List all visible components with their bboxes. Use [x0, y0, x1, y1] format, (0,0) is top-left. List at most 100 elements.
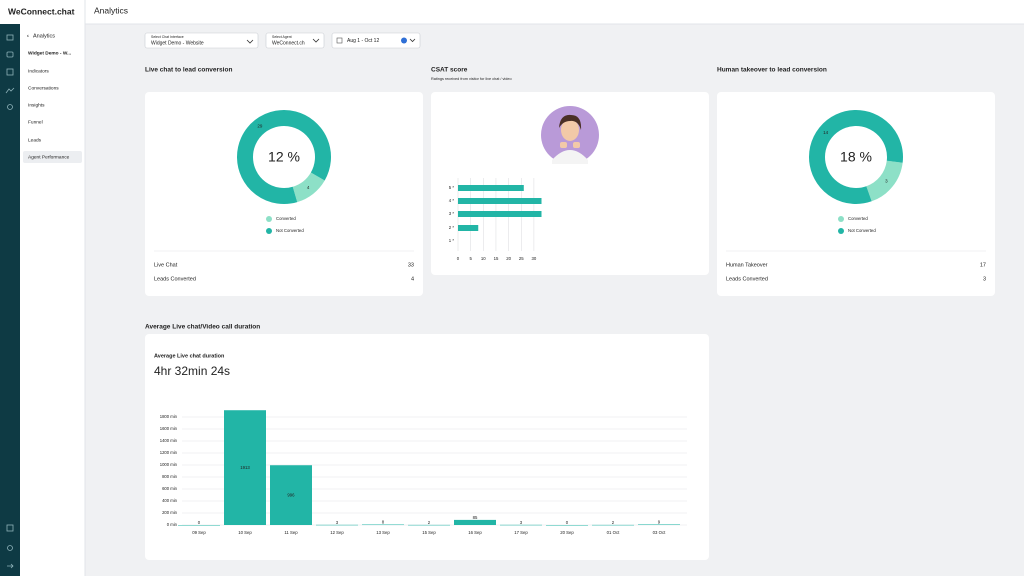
data-label: 85 [473, 515, 478, 520]
stat-value: 17 [980, 262, 986, 268]
donut-segment [865, 160, 903, 202]
card-title: Live chat to lead conversion [145, 67, 232, 74]
clear-button[interactable] [401, 37, 407, 44]
x-tick-label: 03 Oct [653, 530, 666, 535]
data-label: 2 [612, 520, 615, 525]
nav-item[interactable]: Indicators [28, 68, 49, 74]
filter-box [144, 32, 259, 49]
stat-label: Human Takeover [726, 262, 768, 268]
nav-active-bg [23, 151, 82, 163]
filter-label: Select Chat Interface [151, 35, 184, 39]
stat-label: Leads Converted [154, 276, 196, 282]
filter-agent[interactable]: Select Agent WeConnect.ch [265, 32, 325, 49]
x-tick-label: 12 Sep [330, 530, 344, 535]
x-tick-label: 25 [519, 256, 524, 261]
bar [458, 225, 479, 231]
bar [224, 410, 266, 525]
nav: Widget Demo - W... Indicators Conversation… [23, 50, 82, 163]
nav-item[interactable]: Leads [28, 137, 42, 143]
bar [638, 524, 680, 525]
stat-label: Leads Converted [726, 276, 768, 282]
filter-box [331, 32, 421, 49]
nav-item[interactable]: Agent Performance [28, 154, 70, 160]
bar [500, 524, 542, 526]
page-title: Analytics [94, 5, 128, 15]
topbar [0, 0, 1024, 24]
y-tick-label: 1400 min [160, 438, 178, 443]
x-tick-label: 15 Sep [422, 530, 436, 535]
legend-swatch [838, 216, 844, 222]
y-tick-label: 1200 min [160, 450, 178, 455]
legend-label: Not Converted [848, 228, 876, 233]
data-label: 3 [336, 520, 339, 525]
x-tick-label: 20 [506, 256, 511, 261]
y-tick-label: 1600 min [160, 426, 178, 431]
x-tick-label: 30 [532, 256, 537, 261]
card-title: CSAT score [431, 67, 468, 74]
x-tick-label: 10 [481, 256, 486, 261]
stat-label: Live Chat [154, 262, 178, 268]
data-label: 3 [885, 179, 888, 184]
nav-back[interactable]: Analytics [33, 33, 55, 39]
data-label: 996 [287, 492, 295, 497]
nav-item[interactable]: Funnel [28, 119, 43, 125]
legend-label: Not Converted [276, 228, 304, 233]
filter-value: Aug 1 - Oct 12 [347, 38, 379, 44]
card-title: Human takeover to lead conversion [717, 67, 827, 74]
y-tick-label: 5 * [449, 185, 455, 190]
chevron [312, 38, 320, 43]
y-tick-label: 1000 min [160, 462, 178, 467]
center-label: 18 % [840, 149, 872, 165]
summary-value: 4hr 32min 24s [154, 364, 230, 378]
donut-segment [237, 110, 331, 204]
bar [362, 524, 404, 526]
x-tick-label: 20 Sep [560, 530, 574, 535]
filter-date[interactable]: Aug 1 - Oct 12 [331, 32, 421, 49]
nav-item[interactable]: Widget Demo - W... [28, 50, 71, 56]
legend-swatch [838, 228, 844, 234]
icon-rail [0, 24, 20, 576]
x-tick-label: 5 [469, 256, 472, 261]
nav-item[interactable]: Conversations [28, 85, 59, 91]
x-tick-label: 11 Sep [284, 530, 298, 535]
y-tick-label: 4 * [449, 198, 455, 203]
data-label: 3 [520, 520, 523, 525]
x-tick-label: 01 Oct [607, 530, 620, 535]
y-tick-label: 0 min [167, 522, 178, 527]
legend-label: Converted [848, 216, 868, 221]
stat-value: 4 [411, 276, 414, 282]
bar [458, 211, 542, 217]
x-tick-label: 17 Sep [514, 530, 528, 535]
sidebar [20, 24, 85, 576]
legend-label: Converted [276, 216, 296, 221]
x-tick-label: 09 Sep [192, 530, 206, 535]
bar [458, 198, 542, 204]
avatar [541, 106, 599, 164]
bar [270, 465, 312, 525]
donut-segment [809, 110, 903, 204]
donut-segment [292, 172, 325, 203]
y-tick-label: 3 * [449, 211, 455, 216]
data-label: 2 [428, 520, 431, 525]
bar [178, 525, 220, 526]
y-tick-label: 600 min [162, 486, 178, 491]
y-tick-label: 1800 min [160, 414, 178, 419]
filter-box [265, 32, 325, 49]
nav-item[interactable]: Insights [28, 102, 45, 108]
bar [408, 524, 450, 526]
data-label: 29 [257, 124, 263, 129]
card-title: Average Live chat/Video call duration [145, 324, 260, 331]
filter-label: Select Agent [272, 35, 292, 39]
nav-back-arrow[interactable]: ‹ [27, 33, 29, 39]
center-label: 12 % [268, 149, 300, 165]
filter-interface[interactable]: Select Chat Interface Widget Demo - Webs… [144, 32, 259, 49]
y-tick-label: 400 min [162, 498, 178, 503]
x-tick-label: 16 Sep [468, 530, 482, 535]
y-tick-label: 2 * [449, 225, 455, 230]
legend-swatch [266, 228, 272, 234]
x-tick-label: 10 Sep [238, 530, 252, 535]
filter-value: Widget Demo - Website [151, 40, 204, 46]
card-subtitle: Ratings received from visitor for live c… [431, 77, 512, 81]
chevron [409, 38, 416, 43]
